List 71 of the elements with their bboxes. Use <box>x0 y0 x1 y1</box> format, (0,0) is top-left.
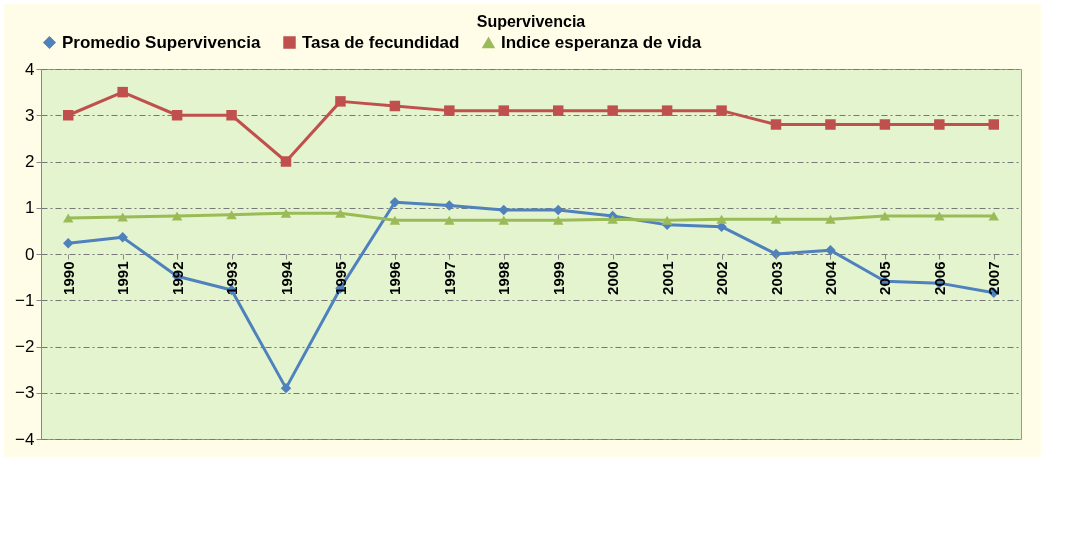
x-tick-label: 1998 <box>495 261 513 295</box>
point <box>770 214 782 224</box>
x-tick-label: 2006 <box>930 261 948 295</box>
point <box>444 105 455 116</box>
point <box>607 214 618 224</box>
point <box>552 215 564 225</box>
point <box>988 119 1000 130</box>
point <box>444 200 455 211</box>
x-tick-label: 1997 <box>440 261 458 295</box>
point <box>825 245 836 256</box>
point <box>226 210 237 220</box>
point <box>117 86 128 98</box>
x-tick-label: 2000 <box>604 261 622 295</box>
x-tick-label: 2001 <box>658 261 676 295</box>
y-tick-label: −1 <box>15 290 35 310</box>
y-tick-label: −2 <box>15 337 35 356</box>
point <box>934 119 945 130</box>
point <box>879 119 891 130</box>
point <box>62 238 74 249</box>
y-tick-label: −4 <box>15 429 35 449</box>
point <box>280 208 292 218</box>
x-tick-label: 1993 <box>223 261 241 295</box>
legend-label: Tasa de fecundidad <box>302 32 460 52</box>
point <box>770 119 782 130</box>
point <box>335 208 346 218</box>
point <box>117 212 128 222</box>
point <box>552 105 564 116</box>
x-tick-label: 1992 <box>168 261 186 295</box>
point <box>171 110 183 121</box>
x-tick-label: 2004 <box>821 260 839 295</box>
point <box>661 215 673 225</box>
point <box>988 211 1000 221</box>
point <box>498 105 510 116</box>
point <box>226 110 237 121</box>
x-tick-label: 1990 <box>59 261 77 295</box>
x-tick-label: 1996 <box>386 261 404 295</box>
point <box>825 214 836 224</box>
point <box>498 215 510 225</box>
point <box>825 119 836 130</box>
y-tick-label: 0 <box>25 244 35 264</box>
x-tick-label: 2002 <box>713 261 731 295</box>
point <box>389 100 401 112</box>
x-tick-label: 1995 <box>331 261 349 295</box>
point <box>280 382 292 394</box>
point <box>934 211 945 221</box>
point <box>171 211 183 221</box>
x-tick-label: 2003 <box>767 261 785 295</box>
point <box>444 215 455 225</box>
y-tick-label: 3 <box>25 105 35 125</box>
legend-label: Promedio Supervivencia <box>62 32 261 52</box>
x-tick-label: 2005 <box>876 261 894 295</box>
chart-title: Supervivencia <box>476 13 586 30</box>
point <box>117 232 128 243</box>
point <box>661 105 673 116</box>
x-tick-label: 2007 <box>985 261 1003 295</box>
legend-label: Indice esperanza de vida <box>501 32 702 52</box>
point <box>716 105 727 116</box>
point <box>607 105 618 116</box>
y-tick-label: 2 <box>25 152 35 171</box>
point <box>62 110 74 121</box>
point <box>716 214 727 224</box>
point <box>389 215 401 225</box>
y-tick-label: 1 <box>25 198 35 218</box>
x-tick-label: 1999 <box>549 261 567 295</box>
x-tick-label: 1991 <box>114 261 132 295</box>
point <box>280 156 292 167</box>
y-tick-label: 4 <box>25 59 35 79</box>
point <box>335 96 346 107</box>
x-tick-label: 1994 <box>277 260 295 295</box>
point <box>879 211 891 221</box>
y-tick-label: −3 <box>15 383 35 403</box>
